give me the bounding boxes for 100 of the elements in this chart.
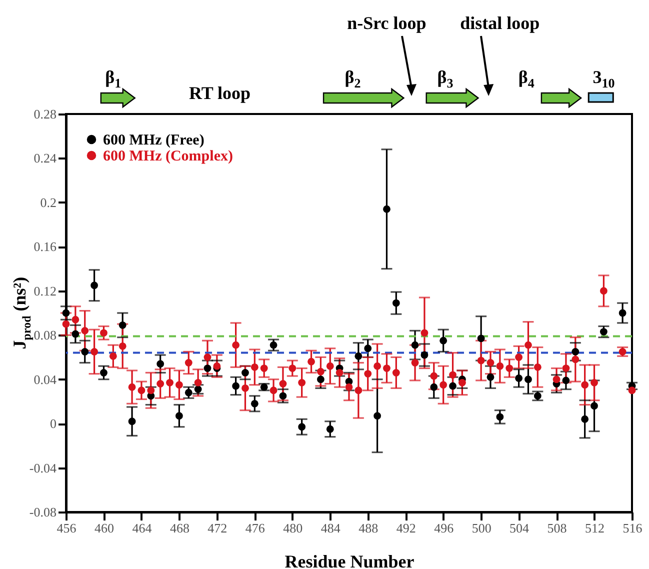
- point: [326, 425, 334, 433]
- y-tick-label: 0.24: [34, 150, 57, 166]
- x-tick-label: 496: [434, 520, 454, 536]
- y-tick-label: 0: [50, 416, 56, 432]
- y-tick-label: 0.16: [34, 239, 57, 254]
- point: [232, 341, 240, 349]
- point: [204, 364, 212, 372]
- point: [458, 378, 466, 386]
- point: [260, 364, 268, 372]
- point: [383, 364, 390, 372]
- point: [562, 364, 570, 372]
- point: [118, 342, 126, 350]
- text: distal loop: [460, 13, 540, 33]
- point: [572, 356, 580, 364]
- point: [628, 386, 636, 394]
- point: [581, 381, 589, 389]
- x-tick-label: 460: [94, 520, 114, 536]
- point: [496, 413, 504, 421]
- point: [242, 384, 249, 392]
- point: [600, 287, 608, 295]
- point: [250, 400, 258, 408]
- point: [156, 380, 164, 388]
- point: [316, 376, 324, 384]
- point: [138, 386, 146, 394]
- point: [326, 362, 334, 370]
- point: [440, 381, 448, 389]
- point: [506, 364, 514, 372]
- point: [175, 412, 183, 420]
- point: [109, 352, 117, 360]
- point: [81, 348, 89, 356]
- point: [354, 386, 362, 394]
- text: n-Src loop: [347, 13, 426, 33]
- y-tick-label: -0.08: [29, 504, 56, 520]
- point: [260, 383, 268, 391]
- x-tick-label: 504: [510, 520, 530, 536]
- point: [392, 369, 400, 376]
- point: [194, 378, 202, 386]
- point: [496, 362, 504, 370]
- point: [166, 378, 174, 386]
- x-tick-label: 488: [358, 520, 378, 536]
- point: [486, 359, 494, 366]
- point: [420, 351, 428, 359]
- point: [449, 371, 456, 379]
- point: [374, 362, 382, 370]
- text: β$_{4}$: [518, 67, 534, 91]
- point: [118, 321, 126, 329]
- point: [581, 415, 589, 423]
- x-tick-label: 472: [208, 520, 228, 536]
- point: [128, 418, 136, 426]
- text: β$_{3}$: [437, 67, 454, 91]
- point: [477, 334, 485, 342]
- x-tick-label: 512: [585, 520, 605, 536]
- point: [72, 316, 80, 324]
- point: [308, 358, 315, 366]
- x-tick-label: 476: [245, 520, 266, 536]
- point: [534, 363, 542, 371]
- point: [81, 326, 89, 334]
- text: β$_{2}$: [344, 67, 361, 91]
- point: [477, 356, 485, 364]
- x-tick-label: 456: [56, 520, 77, 536]
- point: [204, 354, 212, 361]
- point: [440, 336, 448, 344]
- point: [250, 363, 258, 371]
- text: β$_{1}$: [105, 67, 122, 91]
- y-tick-label: 0.28: [34, 106, 56, 122]
- point: [420, 329, 428, 337]
- y-tick-label: 0.12: [34, 283, 56, 298]
- y-tick-label: 0.04: [34, 372, 57, 387]
- point: [572, 348, 580, 356]
- point: [411, 341, 419, 349]
- point: [90, 348, 98, 356]
- point: [515, 354, 523, 361]
- point: [62, 320, 70, 328]
- x-tick-label: 464: [132, 520, 152, 536]
- x-tick-label: 492: [396, 520, 416, 536]
- point: [449, 382, 456, 390]
- point: [354, 352, 362, 360]
- point: [213, 362, 221, 370]
- point: [364, 370, 372, 378]
- point: [72, 330, 80, 338]
- x-tick-label: 468: [170, 520, 190, 536]
- point: [618, 309, 626, 317]
- point: [345, 383, 353, 391]
- point: [383, 205, 390, 213]
- point: [100, 369, 108, 376]
- x-tick-label: 516: [622, 520, 643, 536]
- point: [156, 360, 164, 368]
- point: [590, 378, 598, 386]
- point: [279, 380, 287, 388]
- point: [430, 383, 438, 391]
- point: [552, 376, 560, 384]
- point: [128, 383, 136, 391]
- point: [288, 364, 296, 372]
- x-axis-title: Residue Number: [284, 552, 414, 569]
- text: 3$_{10}$: [592, 67, 615, 91]
- point: [430, 372, 438, 380]
- point: [100, 329, 108, 337]
- point: [411, 359, 419, 366]
- point: [298, 378, 306, 386]
- point: [336, 369, 344, 376]
